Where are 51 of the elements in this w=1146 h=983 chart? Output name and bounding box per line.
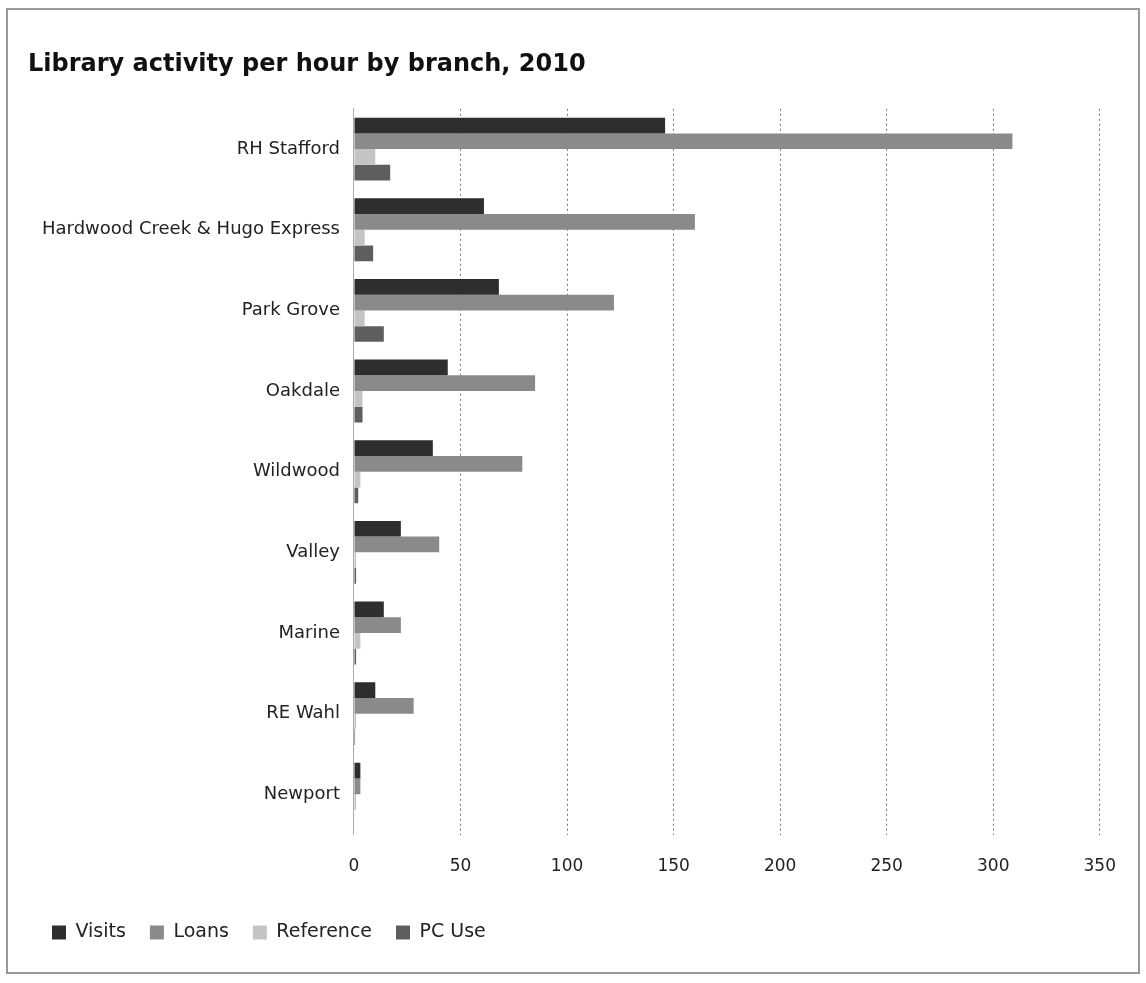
bar [354,214,695,230]
bar [354,487,359,504]
y-tick-label: Hardwood Creek & Hugo Express [42,217,340,239]
y-tick-label: Newport [263,781,340,803]
bar [354,245,374,262]
x-tick-label: 150 [657,855,690,876]
bar [354,133,1013,150]
bar [354,440,433,456]
bar [354,391,363,407]
chart-title: Library activity per hour by branch, 2010 [28,48,586,77]
legend-label: Loans [173,919,229,942]
x-tick-label: 200 [763,855,797,876]
bar [354,326,384,342]
bar [354,617,401,633]
bar [354,455,523,472]
bar [354,310,365,327]
x-tick-label: 50 [449,855,472,876]
bar [354,229,365,246]
bar [354,632,361,649]
bar [354,762,361,779]
bar [354,375,536,392]
y-tick-label: RH Stafford [236,136,340,158]
legend-label: Visits [75,919,126,942]
bar [354,536,440,553]
bar [354,778,361,795]
bar [354,682,376,698]
bar [354,471,361,488]
bar [354,359,448,376]
x-tick-label: 100 [550,855,584,876]
bar [354,278,499,295]
x-tick-label: 0 [348,855,360,876]
bar [354,149,376,165]
y-tick-label: RE Wahl [266,701,340,723]
y-tick-label: Valley [286,540,341,562]
x-tick-label: 250 [870,855,903,876]
legend-label: PC Use [419,919,486,942]
bar [354,198,484,215]
bar [354,697,414,714]
bar [354,294,614,311]
y-tick-label: Marine [278,620,340,642]
x-tick-label: 350 [1083,855,1116,876]
bar [354,117,666,134]
y-tick-label: Wildwood [252,459,340,481]
y-tick-label: Park Grove [241,298,340,320]
legend-label: Reference [276,919,373,942]
bar [354,520,401,537]
bar [354,406,363,423]
bar [354,164,391,181]
bar [354,601,384,618]
x-tick-label: 300 [977,855,1010,876]
y-tick-label: Oakdale [265,378,340,400]
